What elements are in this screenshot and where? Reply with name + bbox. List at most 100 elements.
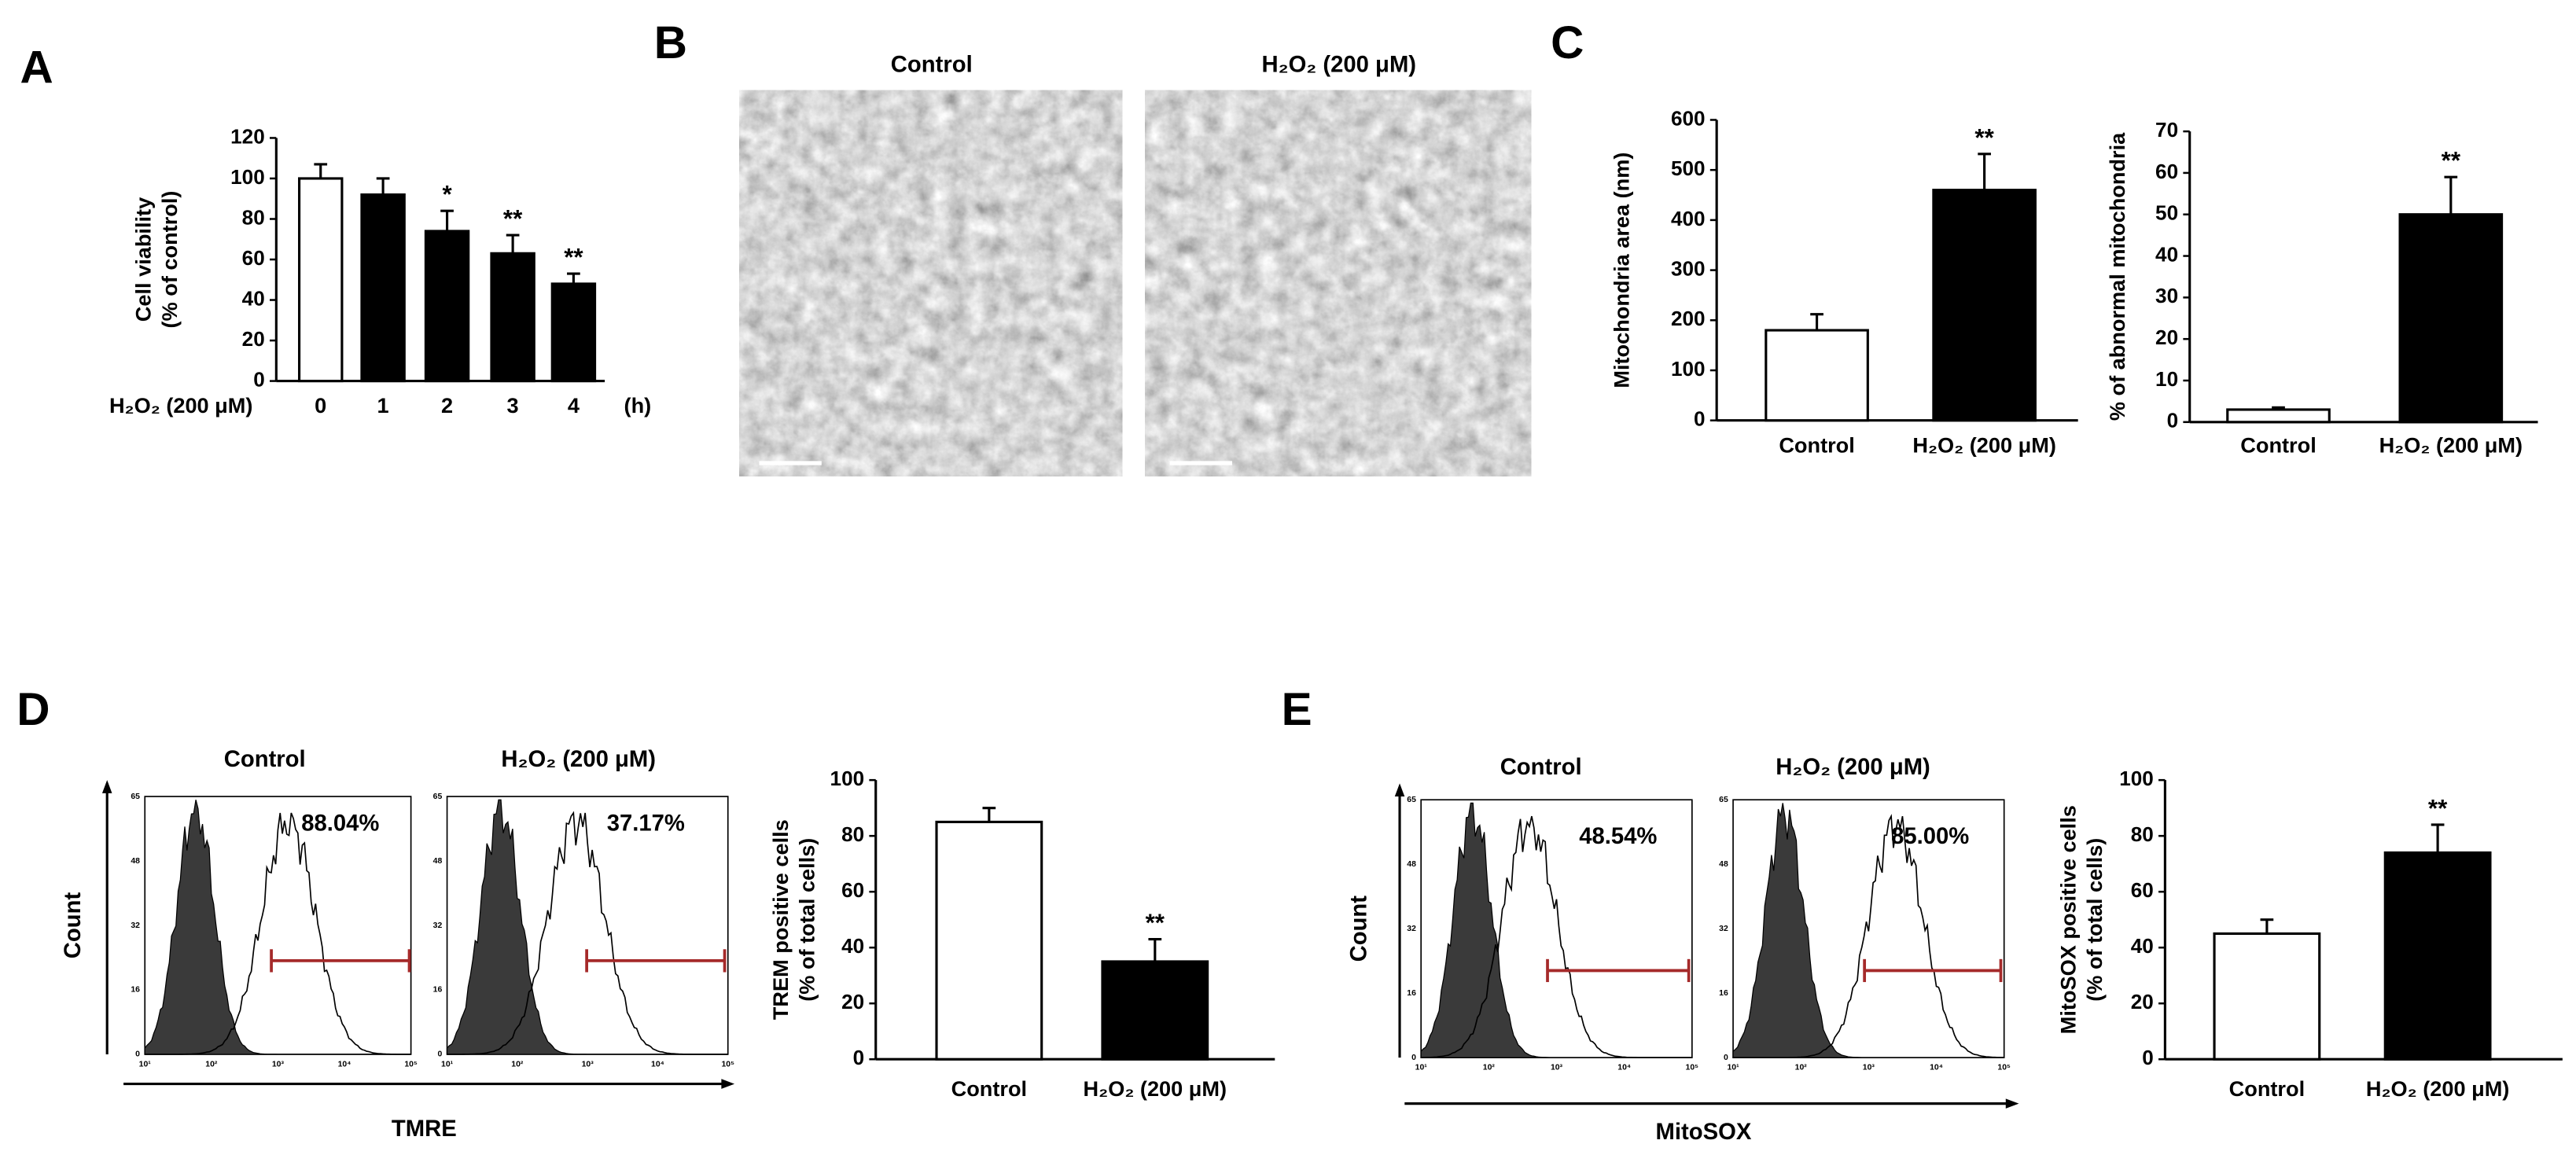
y-tick-label: 60 [841,878,864,902]
panel-label: B [654,17,687,68]
y-tick-label: 600 [1671,106,1706,130]
em-image [739,90,1123,476]
panel-label: E [1282,684,1312,735]
percentage-label: 88.04% [301,811,379,836]
y-tick-label: 10 [2155,367,2178,391]
x-axis-unit: (h) [624,393,652,417]
x-tick-label: 10² [1795,1063,1808,1072]
y-tick-label: 100 [1671,357,1706,381]
y-tick-label: 65 [131,793,140,801]
y-tick-label: 0 [1411,1054,1416,1062]
panel-label: A [20,42,53,93]
y-axis-label: Count [61,892,86,959]
y-tick-label: 100 [2119,767,2154,790]
y-tick-label: 20 [2155,326,2178,349]
isotype-histogram [1732,803,2004,1058]
x-tick-label: H₂O₂ (200 μM) [1084,1076,1227,1101]
y-tick-label: 16 [131,986,140,995]
panel-label: C [1551,17,1584,68]
x-tick-label: Control [1779,432,1854,457]
bar [2226,408,2331,424]
x-tick-label: 2 [441,393,453,417]
plot-title: Control [224,747,306,772]
y-tick-label: 0 [853,1046,865,1069]
x-tick-label: H₂O₂ (200 μM) [1912,432,2055,457]
x-tick-label: 10⁵ [1686,1063,1699,1072]
significance-label: ** [1146,909,1165,936]
x-tick-label: 10⁴ [338,1060,351,1069]
x-tick-label: 10² [205,1060,218,1069]
x-tick-label: 10¹ [1727,1062,1739,1072]
y-tick-label: 32 [1719,925,1728,933]
x-tick-label: 1 [377,393,389,417]
x-tick-label: 10¹ [139,1059,152,1069]
y-tick-label: 80 [2131,822,2154,846]
significance-label: ** [1974,123,1994,151]
x-tick-label: Control [2229,1076,2305,1101]
stained-histogram [1733,814,2004,1058]
y-tick-label: 400 [1671,207,1706,230]
y-tick-label: 60 [242,246,265,270]
x-tick-label: 10³ [1551,1063,1563,1072]
x-tick-label: 10¹ [441,1059,454,1069]
x-tick-label: 10³ [272,1060,285,1069]
x-tick-label: 10³ [1863,1063,1875,1072]
x-tick-label: Control [2240,432,2316,457]
y-axis-label: Mitochondria area (nm) [1609,153,1633,388]
y-tick-label: 48 [131,857,140,866]
plot-title: Control [1500,755,1582,780]
y-tick-label: 500 [1671,156,1706,180]
image-title: H₂O₂ (200 μM) [1261,52,1416,77]
significance-label: ** [2442,147,2461,175]
bar [298,177,344,383]
percentage-label: 37.17% [607,811,685,836]
bar [360,193,406,383]
x-tick-label: 10² [1483,1063,1496,1072]
y-tick-label: 65 [433,793,443,801]
y-tick-label: 48 [1407,860,1416,869]
y-tick-label: 0 [1724,1054,1728,1062]
x-tick-label: 10³ [582,1060,594,1069]
y-tick-label: 80 [242,205,265,229]
x-tick-label: 10² [511,1060,524,1069]
y-tick-label: 0 [437,1050,442,1059]
y-tick-label: 40 [242,286,265,310]
bar [1101,960,1209,1061]
x-tick-label: 10⁵ [721,1060,734,1069]
y-tick-label: 0 [2142,1046,2154,1069]
bar [2398,213,2504,424]
significance-label: ** [503,205,523,233]
y-tick-label: 16 [1407,989,1416,998]
x-tick-label: 0 [315,393,326,417]
y-tick-label: 16 [433,986,443,995]
y-tick-label: 60 [2155,160,2178,183]
bar [490,252,535,383]
y-tick-label: 20 [242,327,265,351]
bar [2383,851,2492,1061]
y-tick-label: 20 [841,990,864,1013]
y-tick-label: 50 [2155,201,2178,225]
bar [1765,329,1869,422]
y-tick-label: 70 [2155,118,2178,142]
bar [550,282,597,383]
x-tick-label: Control [951,1076,1027,1101]
y-tick-label: 65 [1407,796,1416,804]
significance-label: ** [2428,794,2448,822]
y-axis-label: (% of total cells) [2082,838,2107,1002]
significance-label: * [442,181,452,208]
arrow-head [721,1079,735,1089]
bar [424,230,470,383]
x-tick-label: 10⁴ [1930,1063,1943,1072]
y-tick-label: 32 [131,921,140,930]
plot-title: H₂O₂ (200 μM) [501,747,656,772]
y-tick-label: 40 [2155,242,2178,266]
bar [935,820,1043,1061]
arrow-head [101,780,112,793]
image-title: Control [891,52,973,77]
y-tick-label: 0 [1694,407,1706,431]
y-axis-label: % of abnormal mitochondria [2105,132,2129,421]
bar [2213,932,2321,1061]
x-axis-label: TMRE [392,1116,457,1142]
